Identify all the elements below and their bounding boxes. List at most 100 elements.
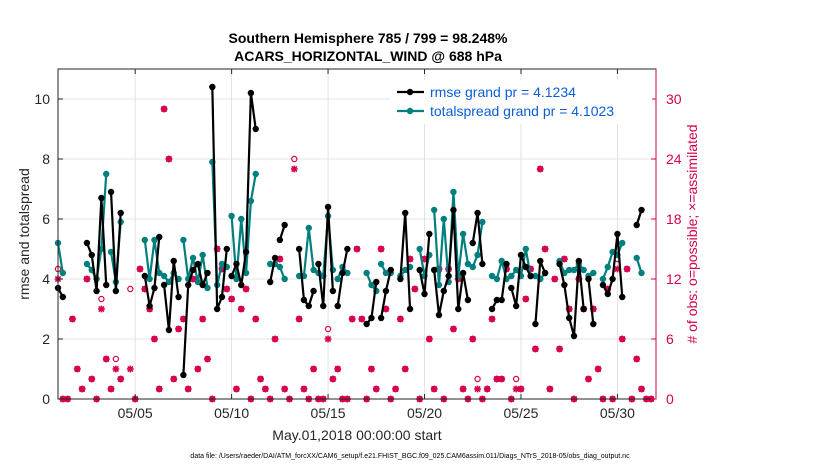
obs-assimilated-marker (175, 325, 182, 333)
rmse-point (310, 287, 317, 295)
obs-assimilated-stroke (353, 245, 361, 253)
obs-assimilated-stroke (382, 305, 390, 313)
rmse-point (334, 302, 341, 310)
spread-point (382, 269, 390, 277)
obs-assimilated-stroke (532, 345, 539, 353)
obs-assimilated-marker (493, 375, 501, 383)
obs-assimilated-stroke (156, 385, 163, 393)
spread-line-segment (56, 242, 64, 274)
obs-assimilated-stroke (459, 385, 467, 393)
chart-title-line2: ACARS_HORIZONTAL_WIND @ 688 hPa (234, 48, 502, 64)
y-tick-label-right: 12 (666, 271, 682, 287)
spread-point (83, 260, 91, 268)
obs-assimilated-stroke (223, 285, 230, 293)
obs-assimilated-marker (623, 265, 631, 273)
rmse-point (242, 248, 250, 256)
obs-assimilated-stroke (228, 295, 235, 303)
obs-assimilated-stroke (484, 385, 491, 393)
spread-point (402, 266, 409, 274)
obs-assimilated-marker (556, 345, 563, 353)
y-tick-label-left: 0 (42, 391, 50, 407)
rmse-point (604, 290, 611, 298)
obs-assimilated-marker (430, 385, 438, 393)
obs-assimilated-marker (425, 335, 433, 343)
obs-assimilated-stroke (107, 385, 115, 393)
spread-point (59, 269, 67, 277)
obs-assimilated-marker (261, 385, 269, 393)
obs-assimilated-stroke (185, 385, 192, 393)
obs-assimilated-stroke (493, 375, 501, 383)
rmse-point (445, 272, 452, 280)
rmse-point (363, 320, 370, 328)
legend-rmse-marker (406, 88, 414, 96)
rmse-point (469, 239, 476, 247)
obs-assimilated-marker (469, 335, 477, 343)
rmse-point (247, 89, 255, 97)
obs-assimilated-stroke (300, 385, 308, 393)
obs-assimilated-marker (252, 315, 260, 323)
rmse-point (614, 230, 621, 238)
rmse-point (199, 281, 206, 289)
obs-assimilated-marker (194, 365, 202, 373)
obs-assimilated-marker (98, 305, 105, 313)
y-tick-label-right: 24 (666, 151, 682, 167)
spread-point (638, 269, 645, 277)
legend-rmse-label: rmse grand pr = 4.1234 (430, 84, 576, 100)
rmse-point (146, 302, 153, 310)
obs-assimilated-marker (541, 245, 549, 253)
rmse-point (377, 314, 385, 322)
axis-ticks: 05/05 05/10 05/15 05/20 05/25 05/300246810061… (34, 69, 682, 421)
spread-point (464, 260, 472, 268)
obs-assimilated-stroke (546, 385, 554, 393)
obs-assimilated-marker (78, 385, 86, 393)
rmse-point (151, 284, 158, 292)
rmse-point (450, 206, 457, 214)
x-tick-label: 05/20 (407, 405, 442, 421)
rmse-point (141, 272, 149, 280)
obs-assimilated-marker (237, 305, 245, 313)
y-axis-left-label: rmse and totalspread (16, 168, 32, 300)
rmse-point (170, 257, 177, 265)
spread-point (334, 275, 341, 283)
rmse-point (421, 290, 428, 298)
obs-assimilated-stroke (585, 375, 592, 383)
spread-point (430, 206, 438, 214)
spread-point (103, 170, 110, 178)
rmse-point (160, 281, 168, 289)
obs-assimilated-marker (242, 285, 250, 293)
obs-possible-marker (127, 285, 134, 293)
obs-assimilated-marker (372, 385, 380, 393)
obs-assimilated-stroke (160, 105, 168, 113)
rmse-point (585, 275, 592, 283)
obs-assimilated-stroke (377, 245, 385, 253)
obs-assimilated-stroke (175, 325, 182, 333)
rmse-point (238, 281, 245, 289)
spread-point (344, 269, 351, 277)
rmse-point (373, 278, 380, 286)
obs-assimilated-marker (483, 385, 491, 393)
rmse-point (397, 275, 404, 283)
spread-point (590, 269, 597, 277)
obs-assimilated-marker (151, 335, 158, 343)
spread-point (416, 245, 423, 253)
obs-assimilated-stroke (594, 365, 602, 373)
spread-point (565, 266, 573, 274)
obs-assimilated-stroke (426, 335, 433, 343)
rmse-point (117, 209, 124, 217)
obs-assimilated-stroke (103, 355, 110, 363)
rmse-point (440, 287, 448, 295)
obs-assimilated-marker (522, 295, 530, 303)
obs-assimilated-marker (633, 355, 641, 363)
rmse-point (175, 293, 182, 301)
rmse-point (561, 281, 568, 289)
rmse-point (281, 221, 288, 229)
obs-assimilated-stroke (469, 335, 476, 343)
obs-assimilated-marker (474, 385, 481, 393)
spread-point (276, 263, 284, 271)
y-tick-label-left: 4 (42, 271, 50, 287)
rmse-point (527, 272, 534, 280)
spread-point (165, 278, 173, 286)
obs-assimilated-stroke (281, 385, 288, 393)
obs-assimilated-marker (411, 285, 419, 293)
spread-point (160, 272, 168, 280)
